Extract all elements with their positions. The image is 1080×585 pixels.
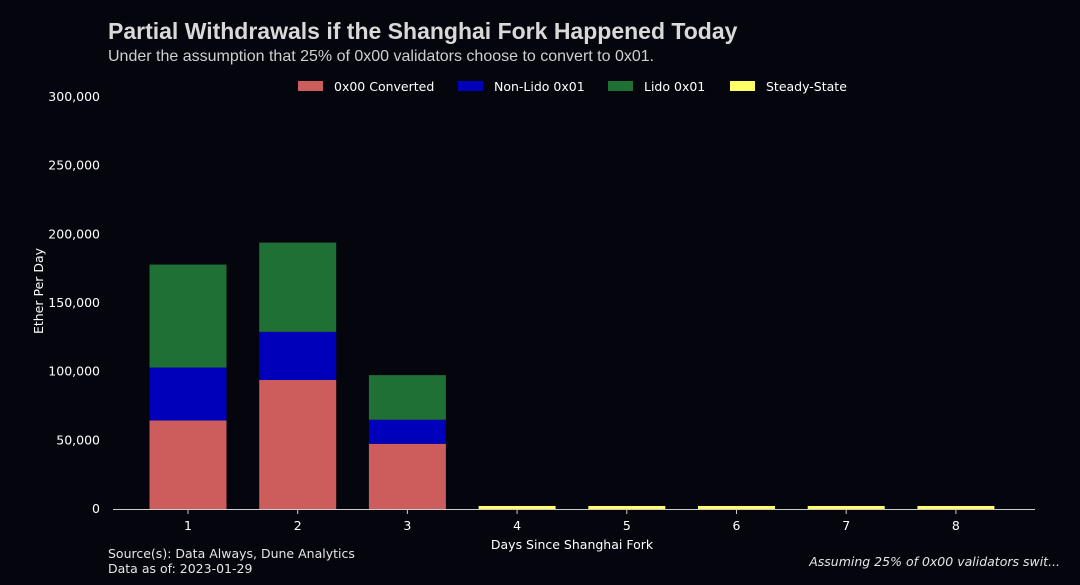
source-note: Source(s): Data Always, Dune Analytics D… [108, 546, 355, 576]
y-tick-label: 150,000 [48, 295, 100, 310]
y-tick-label: 200,000 [48, 226, 100, 241]
data-date-line: Data as of: 2023-01-29 [108, 561, 253, 576]
chart-subtitle: Under the assumption that 25% of 0x00 va… [108, 48, 655, 65]
bar-0x00-converted-day-2 [259, 379, 337, 509]
x-tick-label: 2 [294, 518, 302, 533]
bar-non-lido-0x01-day-3 [368, 419, 446, 444]
x-axis-label: Days Since Shanghai Fork [491, 537, 654, 552]
bar-steady-state-day-6 [698, 505, 775, 509]
footnote: Assuming 25% of 0x00 validators swit... [809, 554, 1060, 569]
y-tick-label: 100,000 [48, 364, 100, 379]
legend-swatch-0x00-converted [298, 81, 323, 91]
bar-steady-state-day-4 [478, 505, 556, 509]
bar-lido-0x01-day-2 [259, 242, 337, 332]
legend-swatch-steady-state [730, 81, 755, 91]
bar-steady-state-day-8 [917, 505, 995, 509]
y-tick-label: 250,000 [48, 158, 100, 173]
legend-label: 0x00 Converted [334, 79, 434, 94]
x-tick-label: 4 [513, 518, 521, 533]
bar-lido-0x01-day-1 [149, 264, 227, 368]
x-tick-label: 8 [952, 518, 960, 533]
bar-non-lido-0x01-day-2 [259, 331, 337, 380]
bar-lido-0x01-day-3 [368, 375, 446, 420]
y-tick-label: 0 [92, 501, 100, 516]
x-tick-label: 5 [623, 518, 631, 533]
x-tick-label: 6 [733, 518, 741, 533]
legend-swatch-lido-0x01 [608, 81, 633, 91]
chart-title: Partial Withdrawals if the Shanghai Fork… [108, 18, 738, 44]
legend-label: Non-Lido 0x01 [494, 79, 585, 94]
y-tick-label: 50,000 [56, 432, 100, 447]
bar-steady-state-day-5 [588, 505, 666, 509]
bar-0x00-converted-day-1 [149, 420, 227, 509]
source-line: Source(s): Data Always, Dune Analytics [108, 546, 355, 561]
bar-0x00-converted-day-3 [368, 443, 446, 509]
bar-non-lido-0x01-day-1 [149, 367, 227, 421]
x-tick-label: 3 [403, 518, 411, 533]
legend-label: Lido 0x01 [644, 79, 705, 94]
legend-swatch-non-lido-0x01 [458, 81, 483, 91]
x-tick-label: 1 [184, 518, 192, 533]
y-axis-label: Ether Per Day [31, 247, 46, 334]
bar-steady-state-day-7 [807, 505, 885, 509]
x-tick-label: 7 [842, 518, 850, 533]
y-tick-label: 300,000 [48, 89, 100, 104]
legend-label: Steady-State [766, 79, 847, 94]
